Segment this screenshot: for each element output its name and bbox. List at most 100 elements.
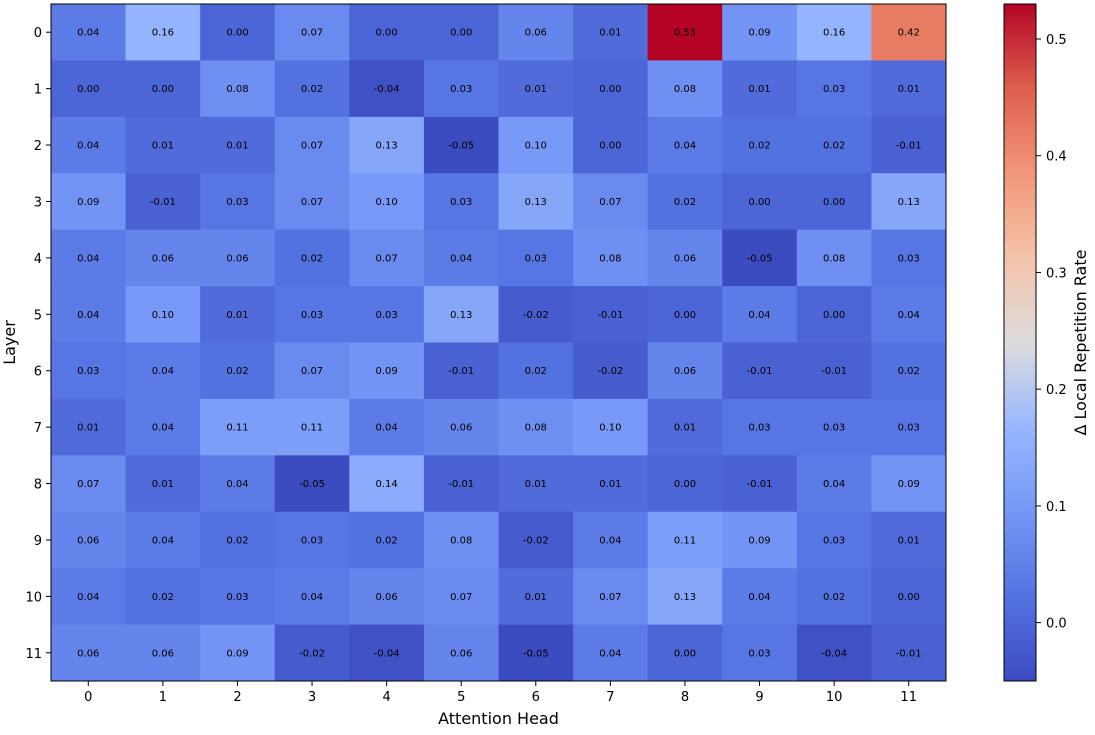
heatmap-cell: [423, 60, 499, 118]
x-tick-label: 2: [233, 690, 241, 705]
heatmap-cell: [498, 286, 574, 343]
heatmap-cell: [274, 4, 350, 61]
cell-value-label: 0.03: [823, 84, 845, 95]
cell-value-label: 0.13: [898, 197, 920, 208]
heatmap-cell: [722, 60, 798, 118]
heatmap-cell: [349, 4, 425, 61]
cell-value-label: 0.09: [226, 648, 248, 659]
heatmap-cell: [498, 511, 574, 569]
heatmap-cell: [423, 568, 499, 626]
cell-value-label: 0.00: [599, 141, 621, 152]
heatmap-cell: [871, 173, 947, 231]
heatmap-cell: [871, 229, 947, 287]
cell-value-label: 0.02: [748, 141, 770, 152]
cell-value-label: 0.03: [898, 253, 920, 264]
cell-value-label: 0.00: [450, 28, 472, 39]
heatmap-cell: [722, 342, 798, 400]
y-tick-label: 1: [34, 83, 42, 98]
heatmap-cell: [125, 173, 201, 231]
heatmap-cell: [51, 60, 127, 118]
cell-value-label: 0.04: [375, 423, 397, 434]
heatmap-cell: [573, 286, 649, 343]
cell-value-label: 0.11: [226, 423, 248, 434]
heatmap-cell: [647, 60, 723, 118]
cell-value-label: 0.04: [599, 535, 621, 546]
y-tick-label: 10: [25, 590, 42, 605]
heatmap-cell: [871, 4, 947, 61]
cell-value-label: 0.01: [152, 141, 174, 152]
cell-value-label: 0.42: [898, 28, 920, 39]
heatmap-cell: [871, 60, 947, 118]
heatmap-cell: [796, 624, 872, 682]
cell-value-label: 0.04: [823, 479, 845, 490]
colorbar: [1003, 3, 1037, 682]
heatmap-cell: [423, 116, 499, 174]
heatmap-cell: [722, 455, 798, 513]
cell-value-label: 0.01: [226, 310, 248, 321]
cell-value-label: 0.07: [301, 366, 323, 377]
heatmap-cell: [125, 60, 201, 118]
heatmap-cell: [349, 568, 425, 626]
heatmap-cell: [647, 4, 723, 61]
heatmap-cell: [647, 398, 723, 456]
y-axis-label: Layer: [0, 320, 19, 365]
cell-value-label: 0.06: [77, 648, 99, 659]
heatmap-cell: [722, 173, 798, 231]
cell-value-label: 0.04: [152, 423, 174, 434]
heatmap-cell: [423, 511, 499, 569]
y-tick-label: 3: [34, 195, 42, 210]
cell-value-label: 0.03: [226, 592, 248, 603]
x-tick-label: 5: [457, 690, 465, 705]
heatmap-cell: [573, 173, 649, 231]
cell-value-label: 0.16: [823, 28, 845, 39]
heatmap-cell: [498, 60, 574, 118]
cell-value-label: 0.02: [226, 535, 248, 546]
heatmap-cell: [573, 398, 649, 456]
heatmap-cell: [647, 455, 723, 513]
heatmap-cell: [125, 398, 201, 456]
x-tick-label: 7: [606, 690, 614, 705]
heatmap-cell: [51, 286, 127, 343]
cell-value-label: -0.04: [374, 648, 400, 659]
heatmap-cell: [274, 342, 350, 400]
cell-value-label: 0.03: [301, 535, 323, 546]
cell-value-label: 0.02: [375, 535, 397, 546]
cell-value-label: 0.07: [599, 197, 621, 208]
y-tick-label: 7: [34, 421, 42, 436]
cell-value-label: 0.01: [525, 84, 547, 95]
heatmap-cell: [125, 511, 201, 569]
cell-value-label: 0.00: [226, 28, 248, 39]
heatmap-cell: [796, 511, 872, 569]
y-tick-label: 9: [34, 534, 42, 549]
heatmap-cell: [498, 4, 574, 61]
y-axis-ticks: 0 1 2 3 4 5 6 7 8 9 10 11: [25, 26, 51, 662]
heatmap-cell: [871, 398, 947, 456]
heatmap-cell: [51, 229, 127, 287]
cell-value-label: 0.04: [301, 592, 323, 603]
heatmap-cell: [51, 398, 127, 456]
heatmap-cell: [423, 173, 499, 231]
heatmap-cell: [573, 455, 649, 513]
colorbar-tick-label: 0.1: [1046, 500, 1067, 515]
heatmap-cell: [573, 624, 649, 682]
heatmap-cell: [274, 398, 350, 456]
heatmap-cell: [647, 286, 723, 343]
heatmap-cell: [51, 624, 127, 682]
cell-value-label: 0.08: [450, 535, 472, 546]
cell-value-label: 0.02: [525, 366, 547, 377]
cell-value-label: 0.04: [599, 648, 621, 659]
heatmap-cell: [200, 60, 276, 118]
cell-value-label: 0.01: [599, 28, 621, 39]
cell-value-labels: 0.04 0.16 0.00 0.07 0.00 0.00 0.06 0.01 0.53 0.09…: [77, 28, 921, 660]
heatmap-cell: [796, 173, 872, 231]
cell-value-label: -0.01: [747, 479, 773, 490]
heatmap-cell: [200, 398, 276, 456]
heatmap-cell: [274, 624, 350, 682]
cell-value-label: -0.01: [896, 648, 922, 659]
colorbar-tick-label: 0.3: [1046, 266, 1067, 281]
heatmap-cell: [125, 286, 201, 343]
heatmap-cell: [423, 229, 499, 287]
cell-value-label: 0.13: [674, 592, 696, 603]
heatmap-cell: [51, 173, 127, 231]
heatmap-cell: [200, 568, 276, 626]
